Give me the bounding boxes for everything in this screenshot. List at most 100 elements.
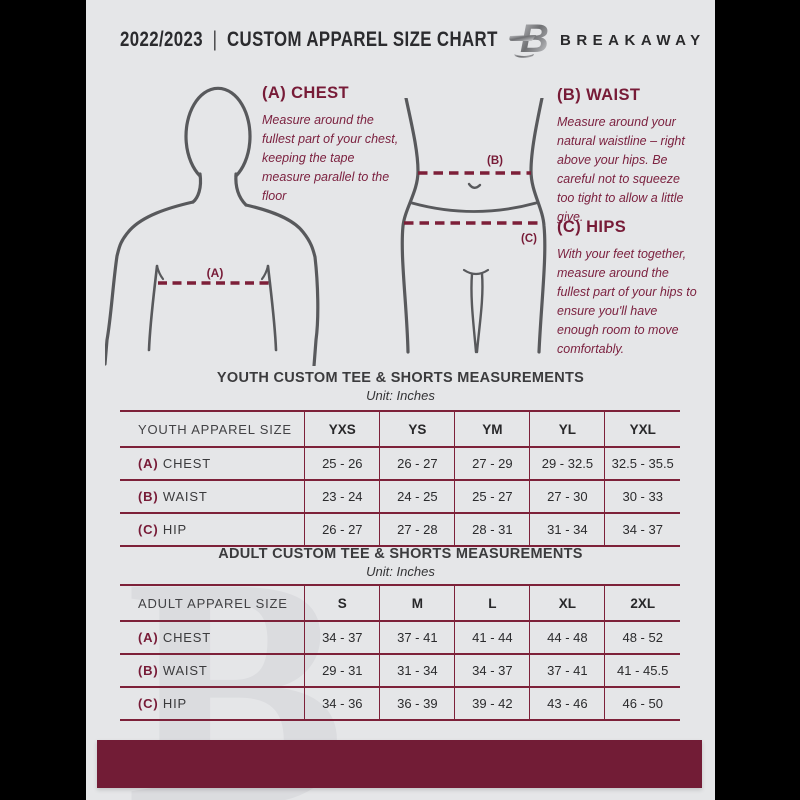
youth-col-header: YL: [529, 410, 605, 448]
row-name: CHEST: [162, 630, 211, 645]
row-name: HIP: [162, 522, 187, 537]
figure-armpit-left: [155, 264, 165, 281]
cell-value: 37 - 41: [379, 621, 455, 655]
table-row: (A) CHEST 25 - 26 26 - 27 27 - 29 29 - 3…: [120, 447, 680, 481]
hips-description: With your feet together, measure around …: [557, 247, 697, 356]
adult-col-header: 2XL: [604, 584, 680, 622]
waist-heading: (B) WAIST: [557, 86, 641, 104]
cell-value: 34 - 37: [304, 621, 380, 655]
brand-logo-icon: B: [509, 17, 549, 61]
row-label: (A) CHEST: [120, 447, 305, 481]
row-marker: (A): [138, 456, 159, 471]
cell-value: 27 - 28: [379, 513, 455, 547]
title-year: 2022/2023: [120, 28, 204, 51]
youth-table-title: YOUTH CUSTOM TEE & SHORTS MEASUREMENTS: [216, 370, 585, 386]
hips-guide: (C) HIPS With your feet together, measur…: [557, 218, 702, 359]
figure-crotch: [462, 268, 490, 276]
logo-swoosh: [509, 35, 536, 41]
cell-value: 48 - 52: [604, 621, 680, 655]
youth-col-header: YM: [454, 410, 530, 448]
row-marker: (B): [138, 663, 159, 678]
waist-guide: (B) WAIST Measure around your natural wa…: [557, 86, 695, 227]
adult-col-header: M: [379, 584, 455, 622]
cell-value: 25 - 27: [454, 480, 530, 514]
footer-accent-bar: [97, 740, 702, 788]
chest-guide: (A) CHEST Measure around the fullest par…: [262, 84, 402, 206]
youth-col-header: YS: [379, 410, 455, 448]
row-marker: (A): [138, 630, 159, 645]
size-chart-page: B 2022/2023 | CUSTOM APPAREL SIZE CHART B …: [86, 0, 715, 800]
row-marker: (B): [138, 489, 159, 504]
youth-header-row: YOUTH APPAREL SIZE YXS YS YM YL YXL: [120, 410, 680, 448]
adult-table-title: ADULT CUSTOM TEE & SHORTS MEASUREMENTS: [218, 546, 583, 562]
cell-value: 34 - 36: [304, 687, 380, 721]
page-title: 2022/2023 | CUSTOM APPAREL SIZE CHART: [120, 28, 498, 52]
brand-name: BREAKAWAY: [560, 32, 706, 49]
adult-col-header: L: [454, 584, 530, 622]
cell-value: 43 - 46: [529, 687, 605, 721]
row-name: HIP: [162, 696, 187, 711]
youth-col-header: YOUTH APPAREL SIZE: [120, 410, 305, 448]
table-row: (C) HIP 34 - 36 36 - 39 39 - 42 43 - 46 …: [120, 687, 680, 721]
figure-navel: [467, 182, 482, 189]
figure-neck-left: [191, 172, 203, 204]
row-marker: (C): [138, 696, 159, 711]
row-label: (A) CHEST: [120, 621, 305, 655]
hips-marker-label: (C): [521, 233, 537, 245]
figure-head: [184, 86, 252, 178]
logo-underline: [514, 54, 534, 58]
youth-col-header: YXS: [304, 410, 380, 448]
waist-marker-label: (B): [487, 155, 503, 167]
cell-value: 25 - 26: [304, 447, 380, 481]
cell-value: 34 - 37: [604, 513, 680, 547]
figure-hip-curve: [410, 201, 538, 213]
figure-inner-leg-right: [475, 272, 484, 354]
row-name: CHEST: [162, 456, 211, 471]
cell-value: 27 - 29: [454, 447, 530, 481]
row-label: (B) WAIST: [120, 480, 305, 514]
cell-value: 41 - 44: [454, 621, 530, 655]
chest-heading: (A) CHEST: [262, 84, 350, 102]
row-marker: (C): [138, 522, 159, 537]
table-row: (A) CHEST 34 - 37 37 - 41 41 - 44 44 - 4…: [120, 621, 680, 655]
cell-value: 41 - 45.5: [604, 654, 680, 688]
figure-neck-right: [234, 172, 248, 207]
cell-value: 39 - 42: [454, 687, 530, 721]
hips-heading: (C) HIPS: [557, 218, 627, 236]
adult-size-table: ADULT APPAREL SIZE S M L XL 2XL (A) CHES…: [120, 584, 680, 721]
adult-col-header: ADULT APPAREL SIZE: [120, 584, 305, 622]
cell-value: 36 - 39: [379, 687, 455, 721]
cell-value: 29 - 31: [304, 654, 380, 688]
table-row: (B) WAIST 23 - 24 24 - 25 25 - 27 27 - 3…: [120, 480, 680, 514]
figure-inner-arm-right: [266, 264, 278, 352]
cell-value: 29 - 32.5: [529, 447, 605, 481]
adult-col-header: XL: [529, 584, 605, 622]
youth-table-unit: Unit: Inches: [366, 388, 435, 403]
waist-description: Measure around your natural waistline – …: [557, 115, 685, 224]
figure-inner-arm-left: [147, 264, 159, 352]
cell-value: 26 - 27: [304, 513, 380, 547]
cell-value: 34 - 37: [454, 654, 530, 688]
figure-shoulder-arm-right: [244, 203, 320, 366]
waist-hips-figure: (B) (C): [400, 98, 547, 354]
cell-value: 30 - 33: [604, 480, 680, 514]
cell-value: 46 - 50: [604, 687, 680, 721]
table-row: (B) WAIST 29 - 31 31 - 34 34 - 37 37 - 4…: [120, 654, 680, 688]
row-name: WAIST: [162, 489, 208, 504]
figure-torso-right: [529, 98, 547, 354]
cell-value: 31 - 34: [379, 654, 455, 688]
cell-value: 31 - 34: [529, 513, 605, 547]
row-label: (C) HIP: [120, 513, 305, 547]
adult-col-header: S: [304, 584, 380, 622]
row-label: (B) WAIST: [120, 654, 305, 688]
figure-inner-leg-left: [470, 272, 478, 354]
cell-value: 27 - 30: [529, 480, 605, 514]
figure-torso-left: [400, 98, 420, 354]
cell-value: 23 - 24: [304, 480, 380, 514]
row-label: (C) HIP: [120, 687, 305, 721]
cell-value: 26 - 27: [379, 447, 455, 481]
adult-table-unit: Unit: Inches: [366, 564, 435, 579]
youth-col-header: YXL: [604, 410, 680, 448]
chest-description: Measure around the fullest part of your …: [262, 113, 399, 203]
table-row: (C) HIP 26 - 27 27 - 28 28 - 31 31 - 34 …: [120, 513, 680, 547]
